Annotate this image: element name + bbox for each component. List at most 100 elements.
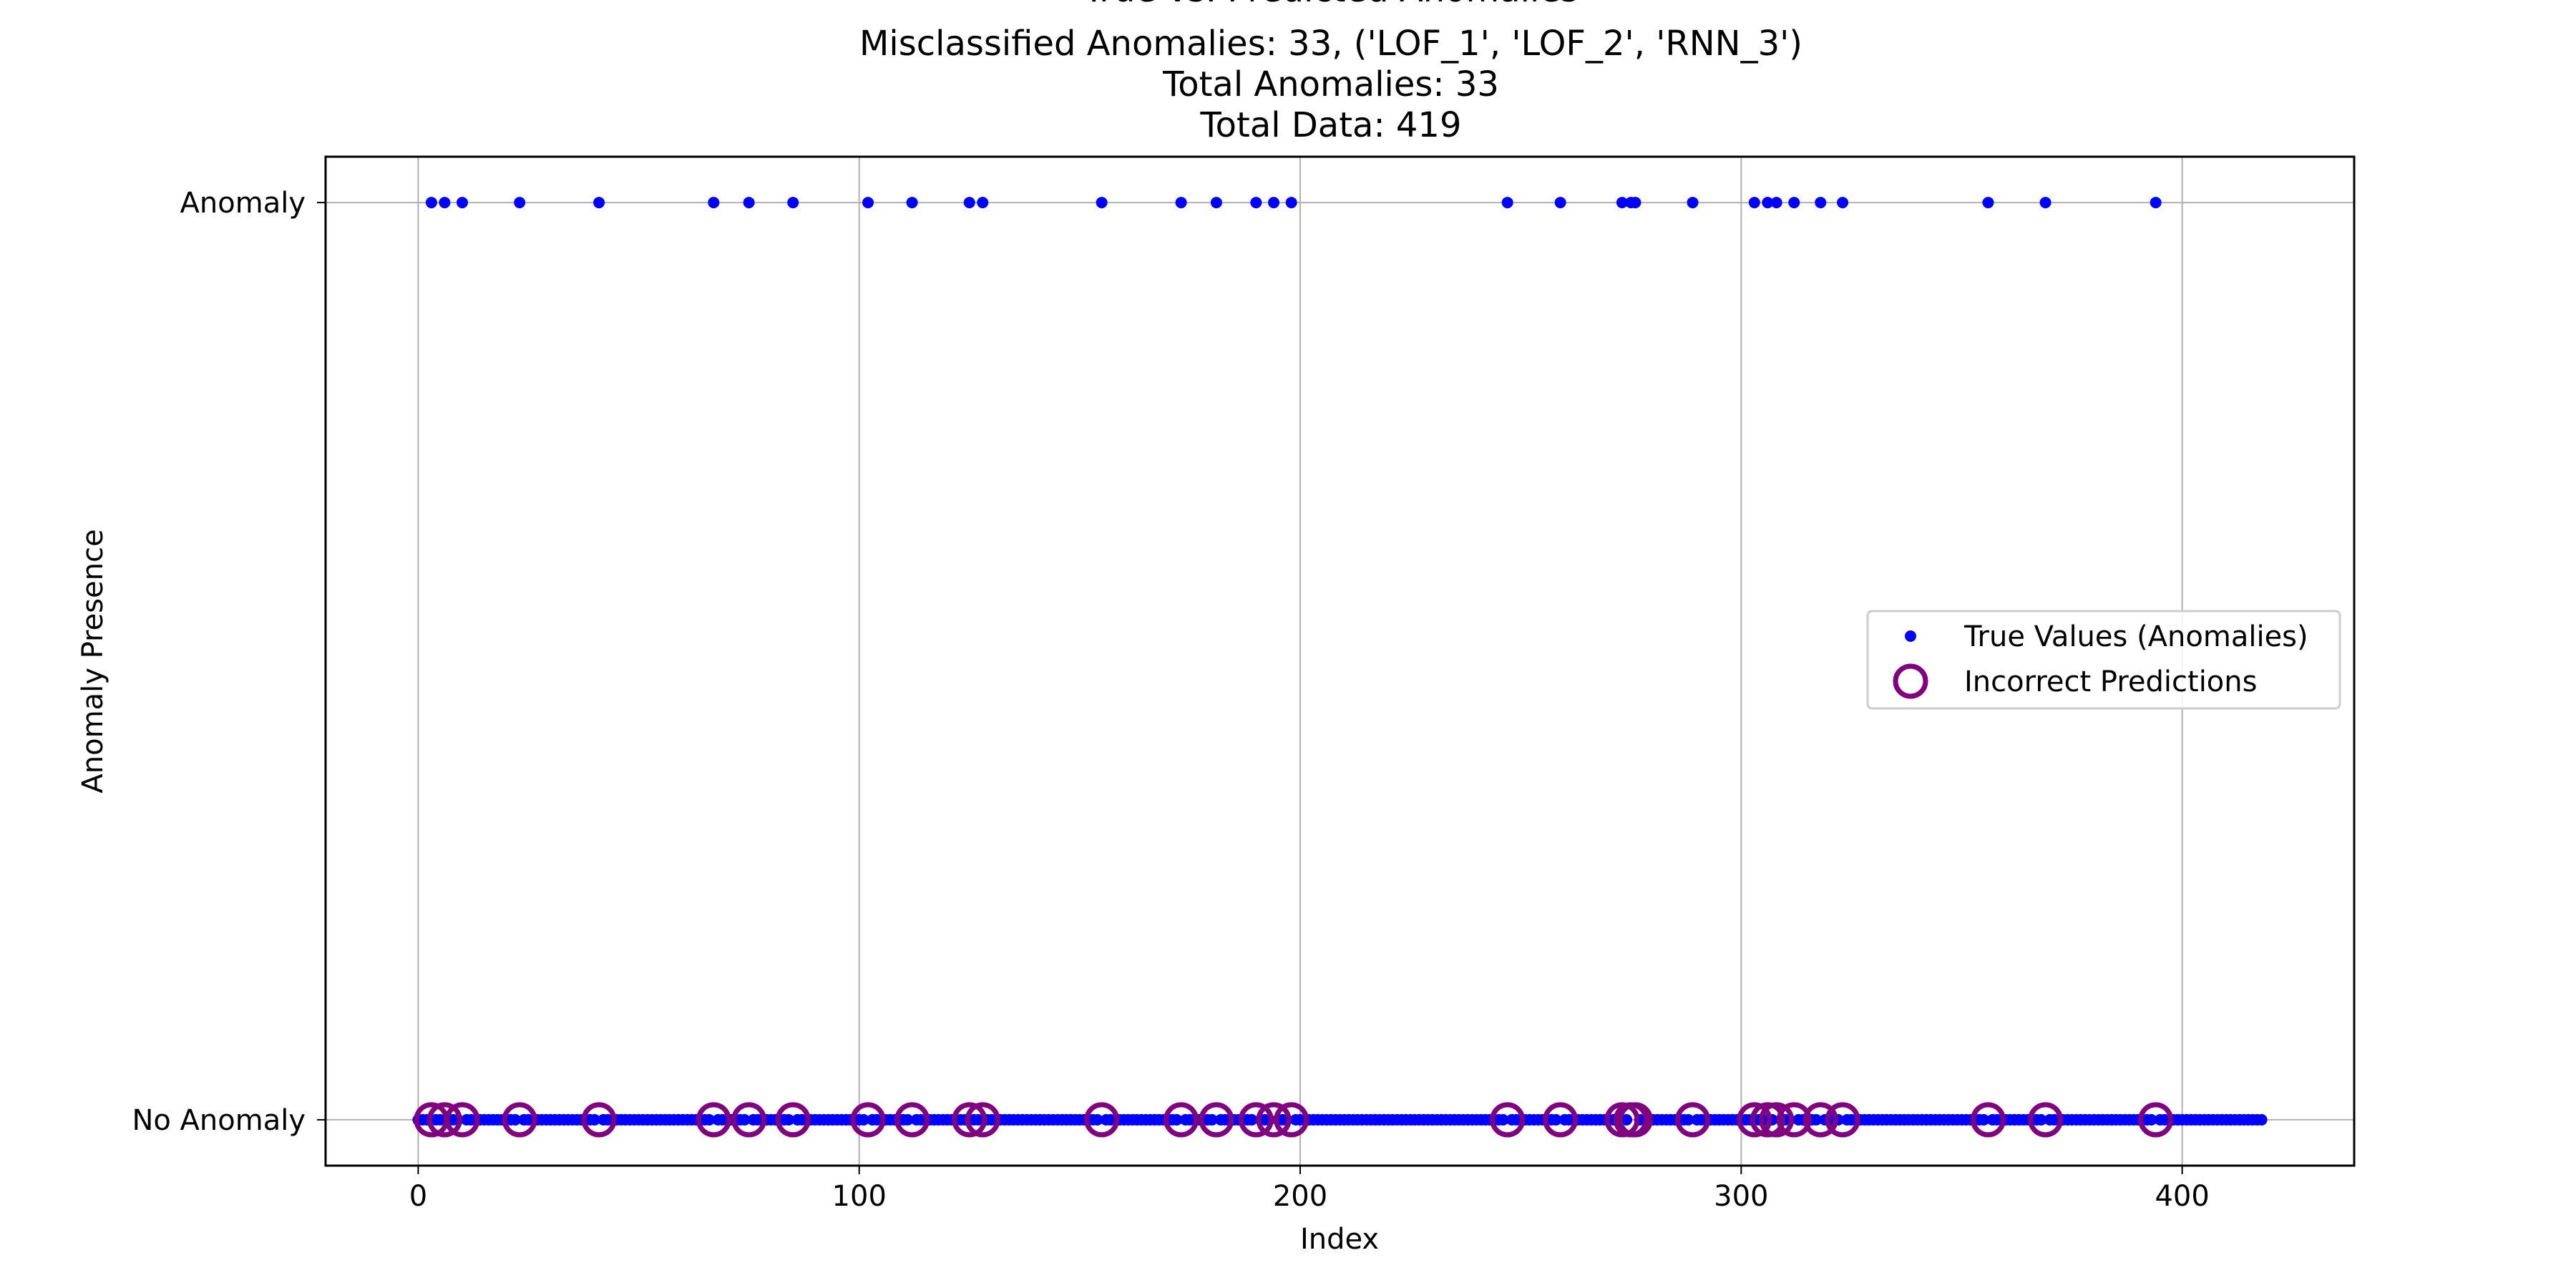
incorrect-prediction-marker — [426, 1102, 462, 1138]
true-value-point — [787, 197, 799, 209]
incorrect-prediction-marker — [2138, 1102, 2174, 1138]
true-value-point — [2255, 1113, 2268, 1126]
true-value-point — [434, 1113, 447, 1126]
incorrect-prediction-marker — [696, 1102, 731, 1138]
legend-dot-icon — [1905, 630, 1916, 642]
axis-ticks: 0 100 200 300 400 No Anomaly Anomaly — [132, 187, 2209, 1213]
true-value-point — [1550, 1113, 1562, 1126]
legend-label-true-values: True Values (Anomalies) — [1963, 620, 2308, 653]
true-value-point — [1268, 197, 1280, 209]
y-axis-label: Anomaly Presence — [77, 529, 109, 793]
incorrect-prediction-marker — [1737, 1102, 1772, 1138]
plot-frame — [324, 155, 2356, 1167]
legend: True Values (Anomalies) Incorrect Predic… — [1866, 610, 2341, 710]
true-value-point — [2039, 197, 2051, 209]
true-value-point — [906, 197, 918, 209]
true-value-point — [509, 1113, 522, 1126]
incorrect-prediction-marker — [444, 1102, 480, 1138]
title-line-4: Total Data: 419 — [1199, 105, 1461, 145]
incorrect-prediction-marker — [952, 1102, 987, 1138]
x-tick-label: 200 — [1273, 1180, 1327, 1213]
x-tick-label: 0 — [409, 1180, 427, 1213]
incorrect-prediction-marker — [581, 1102, 617, 1138]
incorrect-prediction-marker — [850, 1102, 886, 1138]
incorrect-prediction-marker — [1199, 1102, 1234, 1138]
true-value-point — [588, 1113, 600, 1126]
true-value-point — [593, 197, 605, 209]
true-value-point — [1687, 197, 1699, 209]
true-value-point — [857, 1113, 869, 1126]
true-value-point — [862, 197, 874, 209]
incorrect-prediction-marker — [894, 1102, 930, 1138]
data-points — [412, 197, 2268, 1138]
legend-ring-icon — [1893, 663, 1928, 699]
legend-label-incorrect-predictions: Incorrect Predictions — [1964, 665, 2257, 698]
legend-box — [1866, 610, 2341, 710]
incorrect-prediction-marker — [1675, 1102, 1711, 1138]
incorrect-prediction-marker — [1970, 1102, 2006, 1138]
true-value-point — [743, 197, 755, 209]
true-value-point — [2145, 1113, 2157, 1126]
x-tick-label: 100 — [832, 1180, 887, 1213]
y-tick-label: No Anomaly — [132, 1104, 306, 1137]
true-value-point — [1285, 197, 1297, 209]
true-value-point — [1497, 1113, 1509, 1126]
title-line-3: Total Anomalies: 33 — [1162, 64, 1499, 104]
true-value-point — [1206, 1113, 1218, 1126]
incorrect-prediction-marker — [1617, 1102, 1653, 1138]
true-value-point — [1501, 197, 1513, 209]
true-value-point — [1246, 1113, 1258, 1126]
incorrect-prediction-marker — [1256, 1102, 1292, 1138]
true-value-point — [1982, 197, 1994, 209]
true-value-point — [972, 1113, 985, 1126]
true-value-point — [1788, 197, 1800, 209]
x-axis-label: Index — [1300, 1223, 1379, 1256]
true-value-point — [708, 197, 720, 209]
incorrect-prediction-marker — [1776, 1102, 1812, 1138]
true-value-point — [1629, 197, 1641, 209]
true-value-point — [1091, 1113, 1103, 1126]
true-value-point — [703, 1113, 716, 1126]
x-tick-label: 400 — [2155, 1180, 2209, 1213]
true-value-point — [2150, 197, 2162, 209]
true-value-point — [902, 1113, 914, 1126]
incorrect-prediction-marker — [2028, 1102, 2064, 1138]
true-value-point — [1171, 1113, 1183, 1126]
incorrect-prediction-marker — [1163, 1102, 1199, 1138]
true-value-point — [1748, 197, 1760, 209]
true-value-point — [738, 1113, 751, 1126]
incorrect-prediction-marker — [731, 1102, 767, 1138]
true-value-point — [1096, 197, 1108, 209]
true-value-point — [1815, 197, 1827, 209]
true-value-point — [1616, 197, 1628, 209]
incorrect-prediction-marker — [1084, 1102, 1120, 1138]
true-value-point — [439, 197, 451, 209]
true-value-point — [457, 197, 469, 209]
true-value-point — [1554, 197, 1566, 209]
incorrect-prediction-marker — [1490, 1102, 1526, 1138]
true-value-point — [2035, 1113, 2047, 1126]
true-value-point — [977, 197, 989, 209]
true-value-point — [1978, 1113, 1990, 1126]
title-line-2: Misclassified Anomalies: 33, ('LOF_1', '… — [859, 24, 1802, 64]
true-value-point — [425, 197, 437, 209]
true-value-point — [783, 1113, 795, 1126]
incorrect-prediction-marker — [1238, 1102, 1274, 1138]
true-value-point — [1250, 197, 1262, 209]
true-value-point — [1810, 1113, 1823, 1126]
true-value-point — [1175, 197, 1187, 209]
incorrect-prediction-marker — [1825, 1102, 1860, 1138]
title-line-1: True vs. Predicted Anomalies — [1083, 0, 1579, 10]
incorrect-prediction-marker — [965, 1102, 1000, 1138]
y-tick-label: Anomaly — [180, 187, 306, 220]
true-value-point — [1682, 1113, 1694, 1126]
true-value-point — [1770, 197, 1782, 209]
true-value-point — [1210, 197, 1222, 209]
true-value-point — [963, 197, 975, 209]
incorrect-prediction-marker — [1274, 1102, 1309, 1138]
true-value-point — [514, 197, 526, 209]
true-value-point — [1621, 1113, 1633, 1126]
true-value-point — [1837, 197, 1849, 209]
incorrect-prediction-marker — [502, 1102, 537, 1138]
true-value-point — [1762, 197, 1774, 209]
